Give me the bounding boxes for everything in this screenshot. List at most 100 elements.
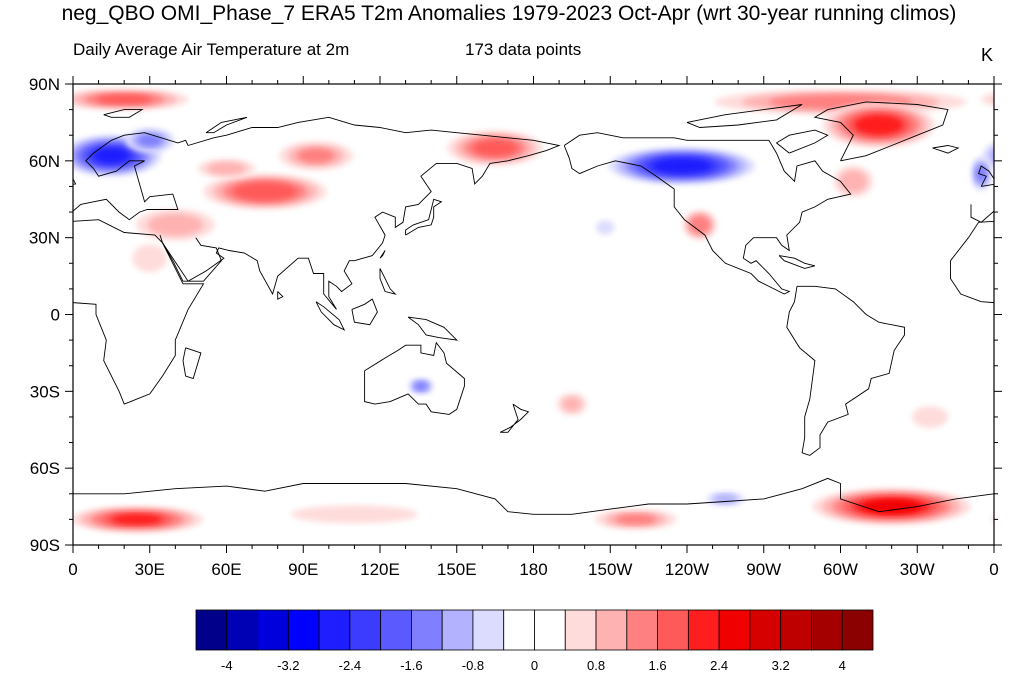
lon-tick-label: 0: [989, 560, 998, 579]
anomaly-contour: [689, 215, 710, 234]
anomaly-contour: [290, 505, 418, 524]
lon-tick-label: 90E: [288, 560, 318, 579]
colorbar-swatch: [657, 609, 689, 651]
taiwan-coast: [379, 250, 386, 259]
anomaly-region-east-antarctic-warm: [73, 506, 1018, 533]
coastlines: [73, 101, 1018, 515]
n-america-coast: [563, 132, 852, 295]
anomaly-region-africa-warm: [132, 244, 168, 273]
colorbar-swatch: [780, 609, 812, 651]
chart-title: neg_QBO OMI_Phase_7 ERA5 T2m Anomalies 1…: [61, 2, 957, 25]
data-points-subtitle: 173 data points: [465, 40, 582, 59]
colorbar-tick-label: 0: [531, 658, 538, 673]
anomaly-contour: [991, 515, 994, 524]
lon-tick-label: 60E: [211, 560, 241, 579]
baffin-coast: [775, 129, 829, 154]
anomaly-contour: [854, 115, 904, 135]
anomaly-region-east-siberia-warm: [447, 130, 543, 166]
colorbar-swatch: [287, 609, 320, 651]
lon-tick-label: 60W: [823, 560, 858, 579]
unit-label: K: [981, 45, 994, 65]
novaya-coast: [205, 116, 248, 134]
lon-tick-label: 180: [519, 560, 547, 579]
lon-tick-label: 120E: [360, 560, 400, 579]
s-america-coast: [786, 285, 905, 456]
colorbar-tick-label: 4: [839, 658, 846, 673]
colorbar: -4 -3.2 -2.4 -1.6 -0.8 0 0.8 1.6 2.4 3.2 4: [195, 609, 874, 673]
anomaly-contour: [137, 134, 163, 147]
greenland-coast: [813, 101, 949, 162]
anomaly-contour: [96, 94, 152, 104]
anomaly-region-bellingshausen-cool: [706, 491, 745, 507]
anomaly-contour: [992, 97, 994, 102]
anomaly-region-south-pacific-warm: [556, 392, 587, 416]
arabia-coast: [162, 237, 222, 282]
map-axes: 90N 60N 30N 0 30S 60S 90S 0 30E 60E 90E 120E 150E 180…: [29, 75, 1002, 579]
colorbar-swatch: [564, 609, 597, 651]
anomaly-contour: [980, 92, 994, 106]
lon-tick-label: 120W: [665, 560, 709, 579]
iceland-coast: [932, 145, 960, 154]
uk-coast: [73, 177, 77, 185]
colorbar-swatch: [380, 609, 412, 651]
anomaly-contour: [473, 140, 518, 157]
anomaly-region-arctic-warm: [73, 88, 994, 111]
colorbar-tick-label: 1.6: [649, 658, 667, 673]
lat-tick-label: 30S: [30, 382, 60, 401]
anomaly-region-siberia-warm: [279, 141, 353, 171]
anomaly-region-europe-cold-west: [125, 128, 175, 153]
philippines-coast: [379, 268, 397, 295]
colorbar-swatch: [195, 609, 228, 651]
anomaly-contour: [863, 500, 920, 514]
colorbar-tick-label: 3.2: [772, 658, 790, 673]
anomaly-contour: [93, 148, 130, 163]
anomaly-contour: [995, 141, 1018, 171]
anomaly-contour: [975, 164, 987, 183]
variable-subtitle: Daily Average Air Temperature at 2m: [73, 40, 350, 59]
europe-coast: [73, 132, 189, 221]
anomaly-contour: [1008, 146, 1018, 166]
anomaly-contour: [147, 213, 204, 236]
svalbard-coast: [103, 109, 144, 118]
colorbar-swatch: [411, 609, 443, 651]
colorbar-swatch: [749, 609, 782, 651]
anomaly-region-southern-ocean-warm: [290, 505, 418, 524]
anomaly-contour: [297, 148, 335, 163]
lat-tick-label: 90N: [29, 75, 60, 94]
anomaly-region-canada-cold: [608, 147, 756, 185]
anomaly-contour: [596, 220, 615, 235]
borneo-coast: [351, 298, 378, 326]
anomaly-contour: [233, 182, 297, 201]
colorbar-tick-label: -2.4: [339, 658, 361, 673]
lat-tick-label: 30N: [29, 229, 60, 248]
anomaly-region-atlantic-north-warm: [833, 165, 874, 198]
colorbar-swatch: [472, 609, 505, 651]
antarctica-coast: [994, 478, 1018, 514]
anomaly-contour: [132, 244, 168, 273]
colorbar-swatch: [318, 609, 351, 651]
anomaly-contour: [1002, 508, 1018, 531]
uk-coast: [978, 165, 994, 187]
arctic-islands: [686, 104, 803, 128]
anomaly-contour: [652, 158, 712, 174]
anomaly-region-australia-cold: [408, 377, 434, 395]
colorbar-swatch: [811, 609, 843, 651]
colorbar-tick-label: -3.2: [277, 658, 299, 673]
srilanka-coast: [277, 291, 284, 300]
africa-coast: [73, 219, 205, 405]
lon-tick-label: 30E: [135, 560, 165, 579]
lon-tick-label: 90W: [746, 560, 781, 579]
anomaly-contour: [988, 147, 994, 165]
colorbar-swatch: [441, 609, 474, 651]
colorbar-tick-label: -1.6: [400, 658, 422, 673]
anomaly-contour: [562, 396, 582, 412]
lat-tick-label: 60S: [30, 459, 60, 478]
anomaly-region-us-west-warm: [682, 209, 717, 240]
colorbar-tick-label: -0.8: [462, 658, 484, 673]
anomaly-region-middle-east-warm: [135, 209, 215, 241]
anomaly-contour: [111, 514, 163, 525]
colorbar-swatch: [226, 609, 258, 651]
japan-coast: [405, 198, 443, 236]
sumatra-coast: [315, 301, 346, 331]
